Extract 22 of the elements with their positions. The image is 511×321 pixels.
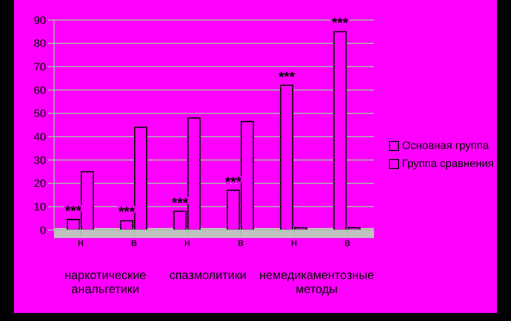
y-tick-label: 10 [34, 202, 46, 214]
text: наркотические анальгетики [64, 268, 148, 296]
x-tick-label: в [344, 236, 350, 249]
legend-label: Группа сравнения [402, 158, 494, 170]
y-tick-label: 30 [34, 154, 46, 167]
y-tick-label: 70 [34, 62, 46, 74]
y-tick-label: 20 [34, 178, 46, 190]
y-tick-label: 40 [34, 132, 46, 144]
y-tick-label: 50 [34, 108, 46, 120]
y-tick-label: 80 [34, 38, 46, 50]
y-tick-label: 90 [34, 14, 46, 27]
x-tick-label: в [131, 236, 138, 249]
text: спазмолитики [168, 268, 248, 284]
y-tick-label: 60 [34, 84, 46, 97]
x-tick-label: в [238, 236, 244, 249]
x-tick-label: н [78, 236, 84, 249]
x-tick-label: н [290, 236, 298, 249]
text: немедикаментозные методы [259, 268, 374, 296]
x-tick-label: н [184, 236, 190, 249]
y-tick-label: 0 [40, 224, 46, 237]
data-label: *** [278, 68, 296, 84]
legend-label: Основная группа [402, 140, 489, 152]
